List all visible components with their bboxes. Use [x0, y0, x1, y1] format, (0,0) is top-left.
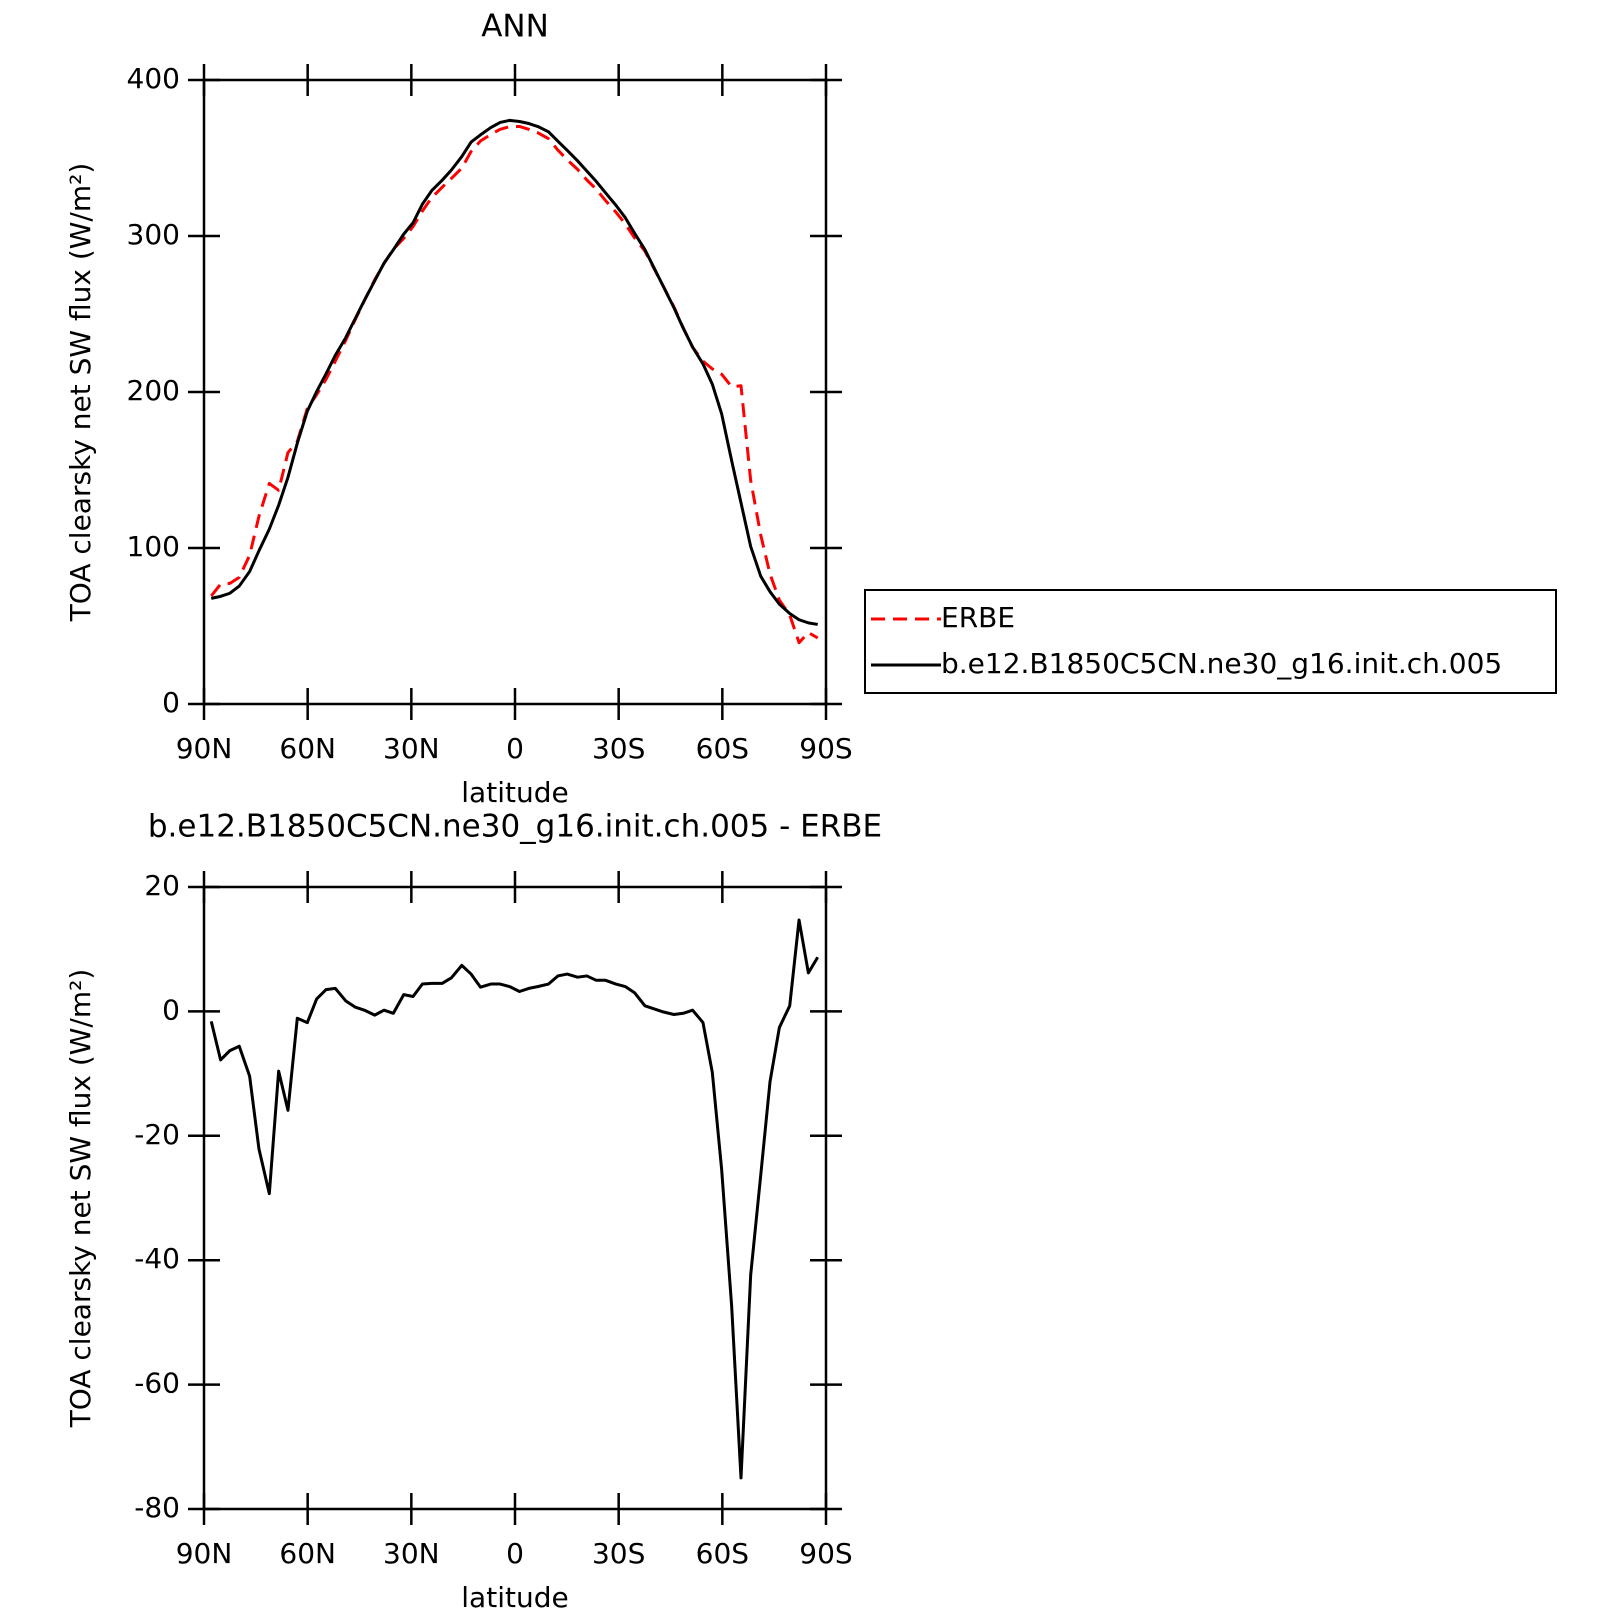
y-tick-label: -40: [134, 1242, 180, 1275]
x-tick-label: 90N: [176, 732, 233, 765]
x-axis-label: latitude: [461, 776, 568, 809]
data-line: [210, 124, 819, 645]
x-axis-label: latitude: [461, 1581, 568, 1613]
y-tick-label: 100: [127, 530, 180, 563]
x-tick-label: 90S: [799, 1537, 852, 1570]
x-tick-label: 30N: [383, 732, 440, 765]
plot-frame: [202, 78, 828, 706]
x-tick-label: 90N: [176, 1537, 233, 1570]
y-tick-label: -80: [134, 1491, 180, 1524]
x-tick-label: 60N: [279, 1537, 336, 1570]
y-tick-label: 0: [162, 993, 180, 1026]
x-tick-label: 60N: [279, 732, 336, 765]
data-line: [210, 118, 818, 626]
x-tick-label: 60S: [696, 732, 749, 765]
y-tick-label: 400: [127, 62, 180, 95]
y-axis-label: TOA clearsky net SW flux (W/m²): [64, 969, 97, 1429]
x-tick-label: 90S: [799, 732, 852, 765]
x-tick-label: 30S: [592, 1537, 645, 1570]
legend-box: [864, 589, 1557, 694]
chart-title: ANN: [481, 9, 549, 45]
x-tick-label: 30N: [383, 1537, 440, 1570]
y-tick-label: -20: [134, 1118, 180, 1151]
x-tick-label: 0: [506, 732, 524, 765]
legend-label: b.e12.B1850C5CN.ne30_g16.init.ch.005: [941, 647, 1502, 680]
plot-frame: [202, 885, 828, 1511]
chart-title: b.e12.B1850C5CN.ne30_g16.init.ch.005 - E…: [148, 809, 882, 845]
y-axis-label: TOA clearsky net SW flux (W/m²): [64, 163, 97, 623]
y-tick-label: 20: [144, 869, 180, 902]
y-tick-label: 0: [162, 686, 180, 719]
data-line: [209, 918, 819, 1480]
y-tick-label: -60: [134, 1367, 180, 1400]
x-tick-label: 0: [506, 1537, 524, 1570]
y-tick-label: 200: [127, 374, 180, 407]
x-tick-label: 60S: [696, 1537, 749, 1570]
x-tick-label: 30S: [592, 732, 645, 765]
y-tick-label: 300: [127, 218, 180, 251]
legend-label: ERBE: [941, 601, 1015, 634]
